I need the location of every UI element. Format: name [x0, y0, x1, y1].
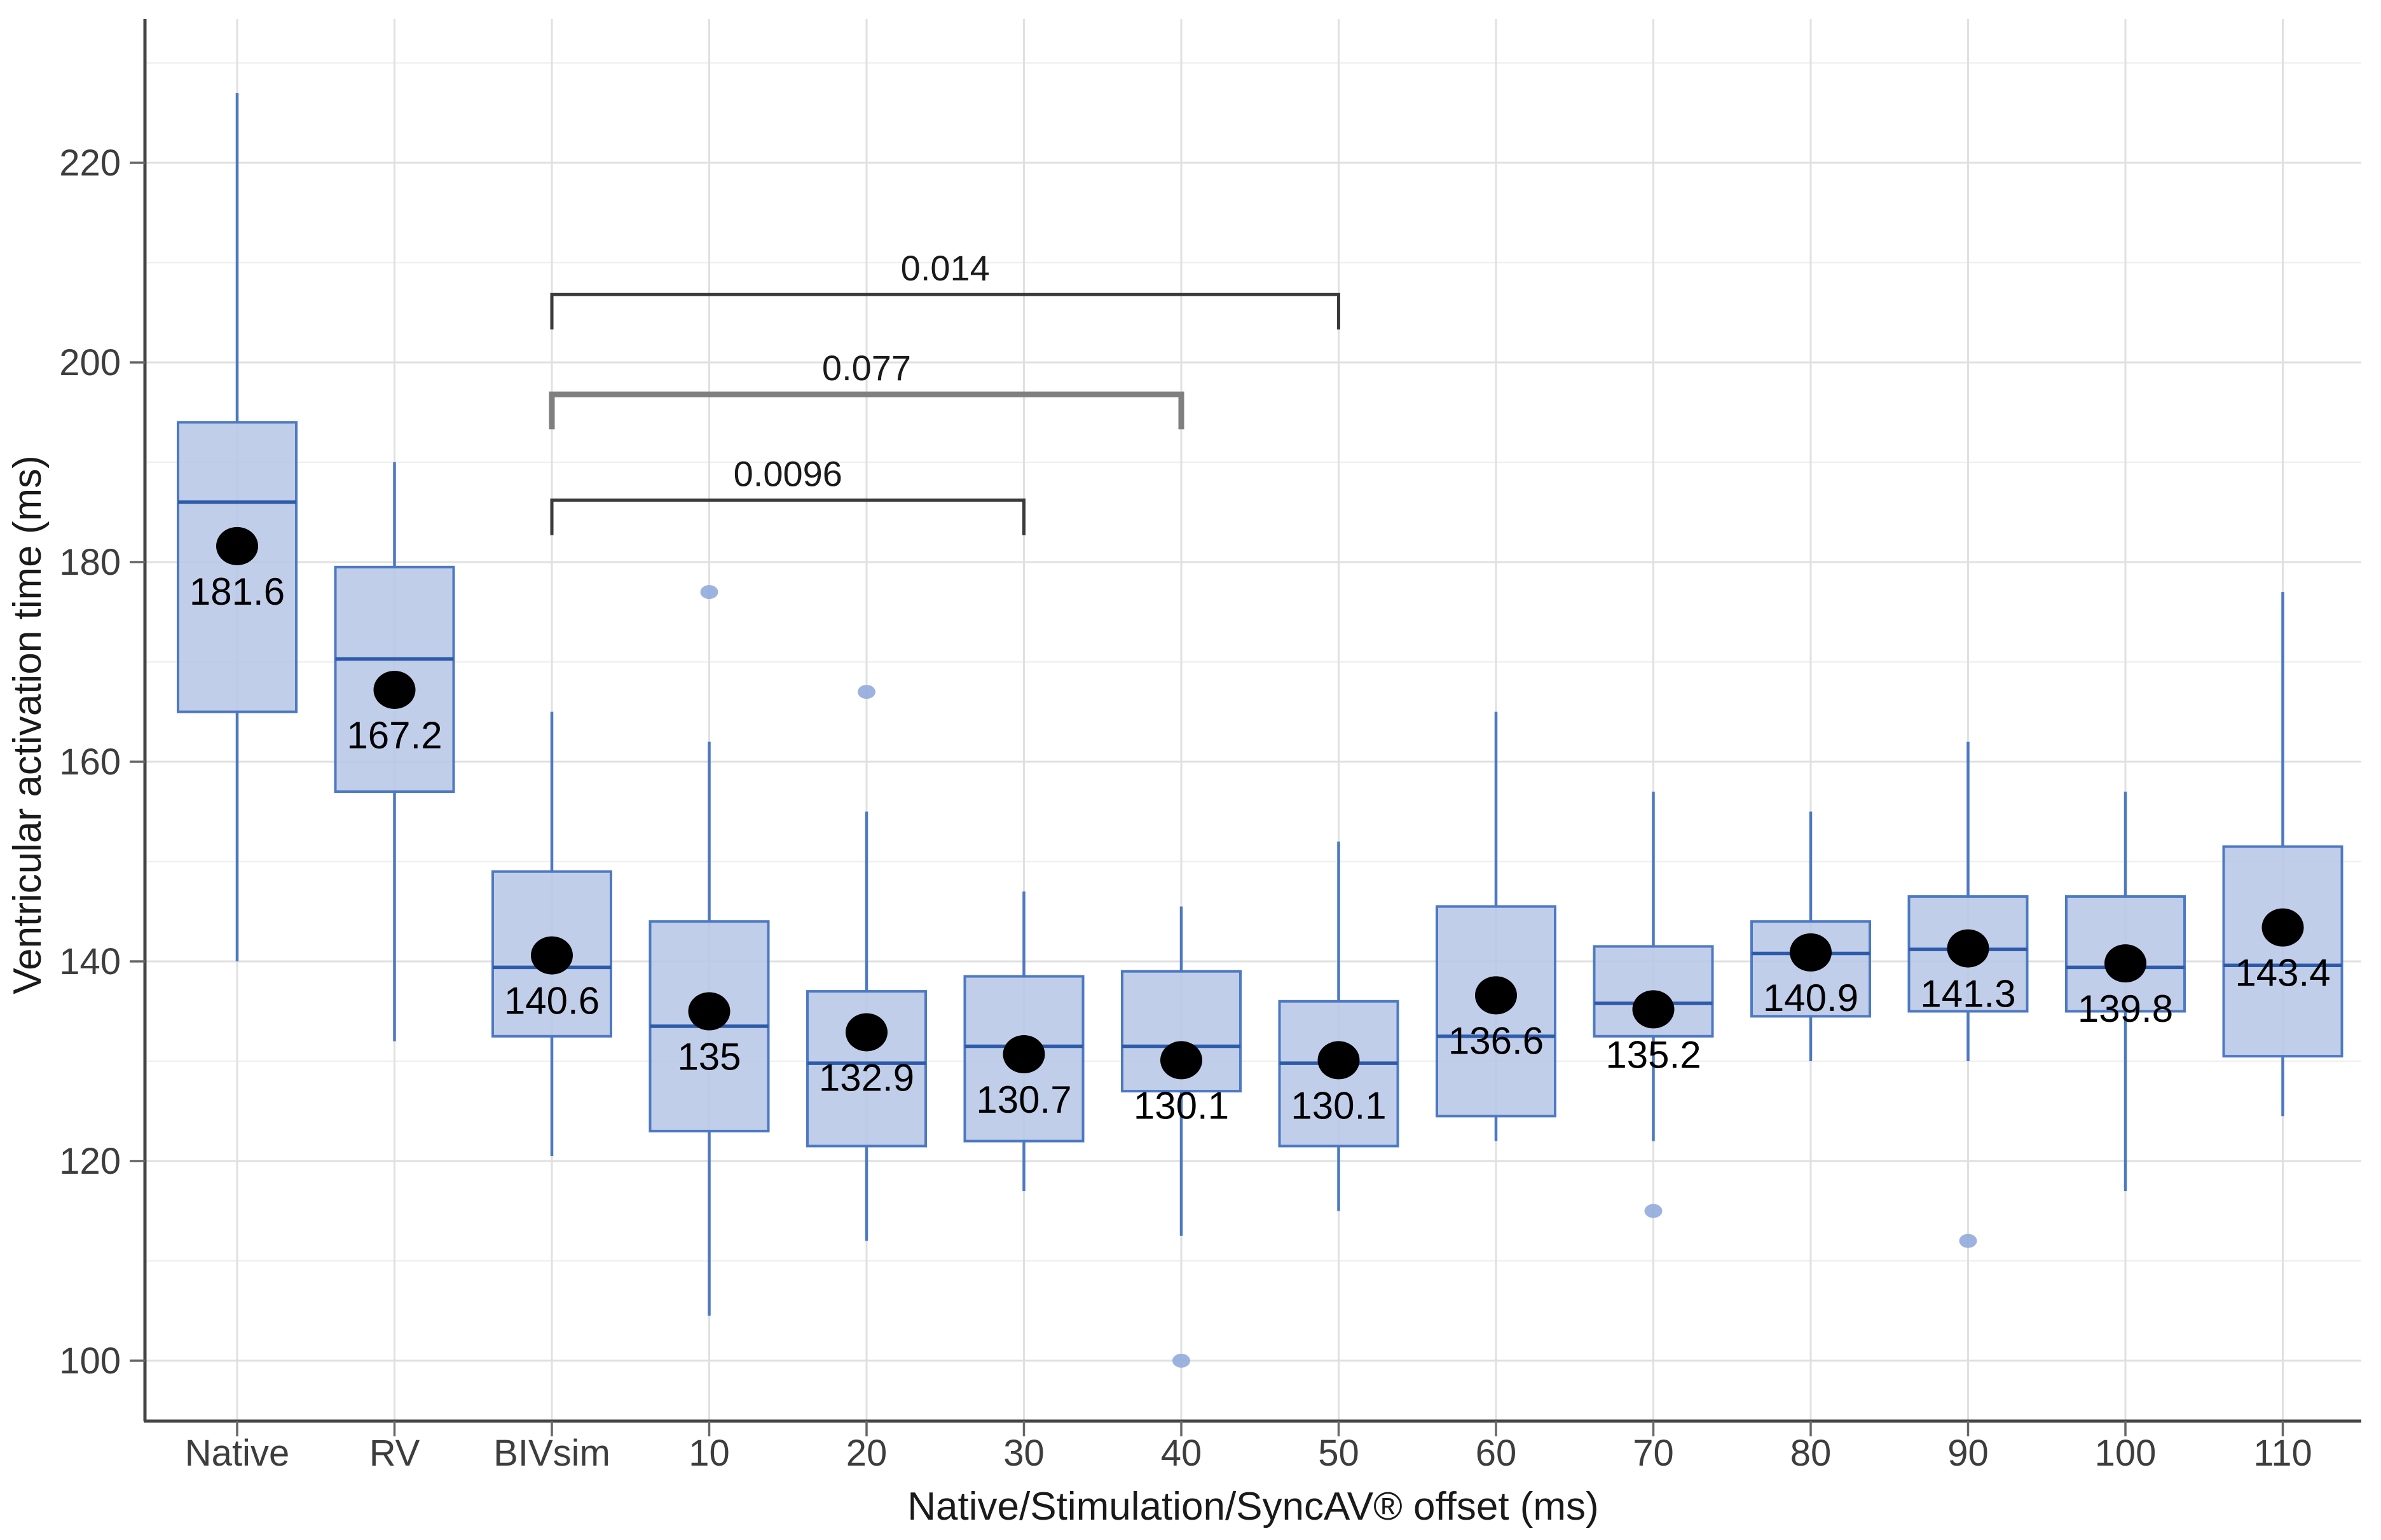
y-tick-label: 100: [59, 1340, 121, 1382]
significance-label: 0.014: [901, 248, 990, 288]
significance-label: 0.077: [822, 348, 911, 388]
mean-dot: [2104, 944, 2146, 983]
mean-label: 140.6: [504, 980, 600, 1022]
outlier-dot: [1172, 1354, 1190, 1368]
box: [177, 421, 298, 713]
x-tick-label: 100: [2095, 1433, 2157, 1474]
box: [1907, 895, 2029, 1013]
significance-bracket: [549, 391, 1184, 430]
mean-dot: [1947, 929, 1989, 968]
x-tick-label: 20: [846, 1433, 888, 1474]
mean-label: 135: [677, 1036, 741, 1078]
x-tick-label: Native: [185, 1433, 289, 1474]
mean-dot: [1475, 976, 1517, 1015]
y-tick-label: 120: [59, 1141, 121, 1182]
significance-bracket: [550, 498, 1026, 535]
mean-label: 181.6: [189, 570, 285, 613]
x-tick-label: 40: [1161, 1433, 1202, 1474]
mean-label: 130.7: [976, 1078, 1071, 1121]
mean-dot: [688, 992, 731, 1031]
x-tick-label: 60: [1476, 1433, 1517, 1474]
y-tick-label: 140: [59, 941, 121, 982]
x-tick-label: 70: [1633, 1433, 1674, 1474]
mean-dot: [1632, 990, 1675, 1029]
mean-label: 130.1: [1291, 1084, 1386, 1127]
x-tick-label: 50: [1318, 1433, 1359, 1474]
x-tick-label: RV: [369, 1433, 420, 1474]
mean-label: 143.4: [2235, 952, 2330, 994]
mean-label: 167.2: [347, 714, 442, 757]
y-axis-title: Ventricular activation time (ms): [6, 455, 50, 994]
x-tick-label: 80: [1790, 1433, 1832, 1474]
y-tick-label: 160: [59, 741, 121, 783]
x-axis-title: Native/Stimulation/SyncAV® offset (ms): [907, 1485, 1598, 1529]
mean-label: 136.6: [1448, 1019, 1544, 1062]
mean-label: 132.9: [819, 1056, 914, 1099]
significance-bracket: [550, 292, 1340, 330]
outlier-dot: [700, 585, 718, 600]
outlier-dot: [858, 685, 875, 699]
mean-dot: [216, 526, 258, 565]
y-tick-label: 220: [59, 142, 121, 184]
mean-dot: [1003, 1035, 1045, 1074]
mean-label: 130.1: [1134, 1084, 1229, 1127]
mean-dot: [373, 670, 416, 709]
x-tick-label: BIVsim: [493, 1433, 610, 1474]
mean-dot: [1317, 1041, 1360, 1080]
mean-label: 139.8: [2078, 987, 2173, 1030]
mean-label: 140.9: [1763, 977, 1858, 1019]
outlier-dot: [1644, 1204, 1663, 1218]
box: [2222, 845, 2343, 1058]
y-tick-label: 200: [59, 342, 121, 383]
x-tick-label: 30: [1003, 1433, 1045, 1474]
significance-label: 0.0096: [734, 454, 842, 494]
x-tick-label: 10: [689, 1433, 730, 1474]
mean-dot: [1790, 933, 1832, 972]
x-tick-label: 110: [2253, 1433, 2312, 1474]
mean-dot: [2261, 908, 2304, 947]
x-tick-label: 90: [1947, 1433, 1989, 1474]
mean-label: 141.3: [1920, 973, 2015, 1015]
mean-label: 135.2: [1605, 1033, 1701, 1076]
mean-dot: [846, 1013, 888, 1052]
y-tick-label: 180: [59, 542, 121, 583]
outlier-dot: [1959, 1234, 1977, 1248]
mean-dot: [1160, 1041, 1202, 1080]
chart-generated-layer: 181.6 167.2 140.6 135 132.9 130.7 130.1 130.1 13…: [59, 19, 2361, 1474]
mean-dot: [531, 936, 573, 975]
